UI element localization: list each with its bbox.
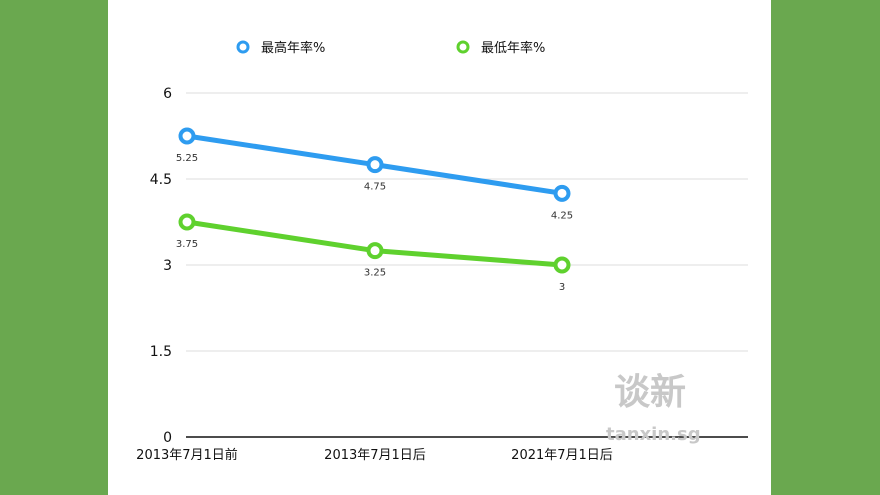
y-tick-label: 1.5 [150, 344, 172, 360]
data-point [553, 256, 571, 274]
data-label: 3 [559, 282, 565, 293]
legend-marker [456, 40, 470, 54]
y-tick-label: 6 [163, 86, 172, 102]
data-point [553, 184, 571, 202]
y-tick-label: 0 [163, 430, 172, 446]
y-axis-ticks: 0 1.5 3 4.5 6 [150, 86, 172, 446]
x-tick-label: 2021年7月1日后 [511, 448, 613, 463]
data-point [178, 213, 196, 231]
x-tick-label: 2013年7月1日前 [136, 447, 238, 463]
data-point [178, 127, 196, 145]
chart-panel [108, 0, 771, 495]
data-label: 4.25 [551, 210, 573, 221]
series-group: 5.25 4.75 4.25 3.75 3.25 3 [176, 127, 573, 293]
watermark-en: tanxin.sg [606, 424, 701, 445]
y-tick-label: 4.5 [150, 172, 172, 188]
data-point [366, 156, 384, 174]
legend: 最高年率% 最低年率% [236, 40, 545, 56]
watermark-cn: 谈新 [614, 372, 686, 413]
x-axis-ticks: 2013年7月1日前 2013年7月1日后 2021年7月1日后 [136, 447, 613, 463]
data-label: 3.25 [364, 268, 386, 279]
legend-label: 最低年率% [481, 40, 545, 56]
x-tick-label: 2013年7月1日后 [324, 448, 426, 463]
data-label: 3.75 [176, 239, 198, 250]
legend-marker [236, 40, 250, 54]
data-label: 4.75 [364, 182, 386, 193]
data-point [366, 242, 384, 260]
legend-label: 最高年率% [261, 40, 325, 56]
y-tick-label: 3 [163, 258, 172, 274]
data-label: 5.25 [176, 153, 198, 164]
